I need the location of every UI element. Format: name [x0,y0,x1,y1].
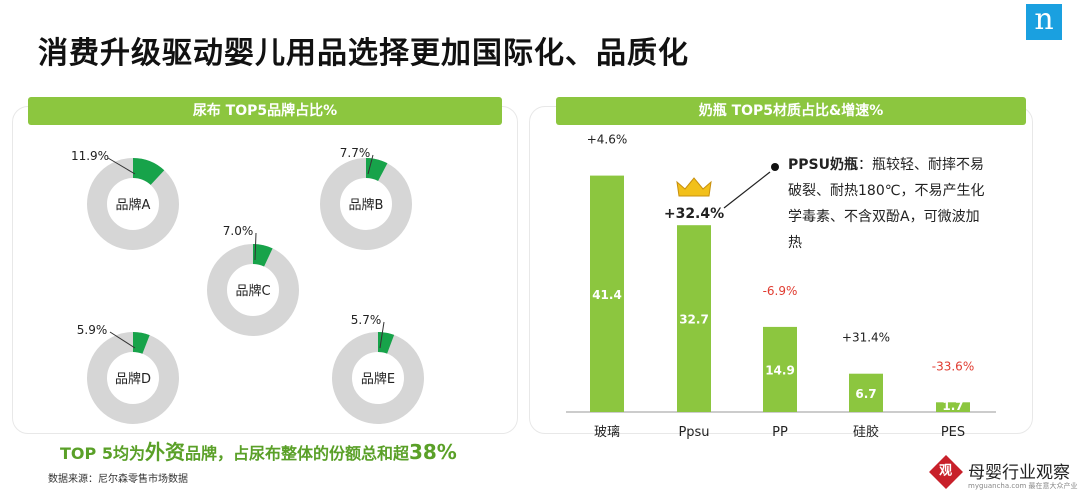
donut-slice [132,158,165,186]
bar [590,175,624,412]
data-source: 数据来源：尼尔森零售市场数据 [48,474,188,485]
donut-center-label: 品牌C [235,283,270,299]
donut-center-label: 品牌E [361,371,395,387]
bottle-chart-title: 奶瓶 TOP5材质占比&增速% [556,97,1026,125]
growth-label: +32.4% [664,206,724,222]
crown-icon [676,177,712,197]
watermark-logo-icon: 观 [929,455,963,489]
bar [849,373,883,412]
diaper-chart-title: 尿布 TOP5品牌占比% [28,97,502,125]
summary-middle: 品牌，占尿布整体的份额总和超 [184,444,409,463]
donut-value-label: 7.0% [223,224,254,238]
bar-value-label: 14.9 [765,364,795,378]
x-tick-label: 玻璃 [594,425,620,440]
donut-leader-line [109,331,136,349]
watermark: 观 母婴行业观察 myguancha.com 最在意大众产业 [929,455,1080,496]
watermark-text: 母婴行业观察 [968,463,1070,483]
watermark-subtext: myguancha.com 最在意大众产业 [968,482,1078,490]
donut-slice [252,244,273,267]
bar-value-label: 6.7 [855,387,876,401]
donut-center-label: 品牌B [349,197,384,213]
donut-value-label: 5.7% [351,313,382,327]
x-tick-label: 硅胶 [853,424,879,440]
callout-text: ：瓶较轻、耐摔不易破裂、耐热180℃，不易产生化学毒素、不含双酚A，可微波加热 [788,157,985,251]
summary-prefix: TOP 5均为 [60,444,145,463]
donut-slice [132,332,150,354]
bar-value-label: 41.4 [592,288,622,302]
bar-value-label: 32.7 [679,313,709,327]
donut-leader-line [107,157,136,175]
bar [763,326,797,412]
nielsen-logo: n [1026,4,1062,40]
summary-emph: 外资 [144,440,185,464]
donut-center-label: 品牌A [116,197,151,213]
donut-value-label: 5.9% [77,323,108,337]
diaper-summary: TOP 5均为外资品牌，占尿布整体的份额总和超38% [60,436,457,465]
ppsu-callout: PPSU奶瓶：瓶较轻、耐摔不易破裂、耐热180℃，不易产生化学毒素、不含双酚A，… [788,152,988,256]
page-title: 消费升级驱动婴儿用品选择更加国际化、品质化 [38,36,689,71]
donut-value-label: 7.7% [340,146,371,160]
donut-slice [365,158,388,182]
donut-leader-line [379,321,385,349]
growth-label: -6.9% [763,284,798,298]
donut-leader-line [254,232,257,261]
summary-value: 38% [408,440,457,464]
growth-label: +31.4% [842,331,890,345]
x-tick-label: PES [941,425,965,440]
donut-leader-line [367,154,374,175]
donut-value-label: 11.9% [71,149,109,163]
x-tick-label: Ppsu [678,425,709,440]
bar [936,402,970,412]
bar [677,225,711,412]
growth-label: -33.6% [932,359,974,373]
donut-center-label: 品牌D [115,371,151,387]
growth-label: +4.6% [587,133,628,147]
bar-value-label: 1.7 [942,399,963,413]
donut-slice [377,331,395,354]
callout-line [723,171,771,209]
callout-title: PPSU奶瓶 [788,157,858,173]
x-tick-label: PP [772,425,788,440]
callout-dot [771,163,779,171]
